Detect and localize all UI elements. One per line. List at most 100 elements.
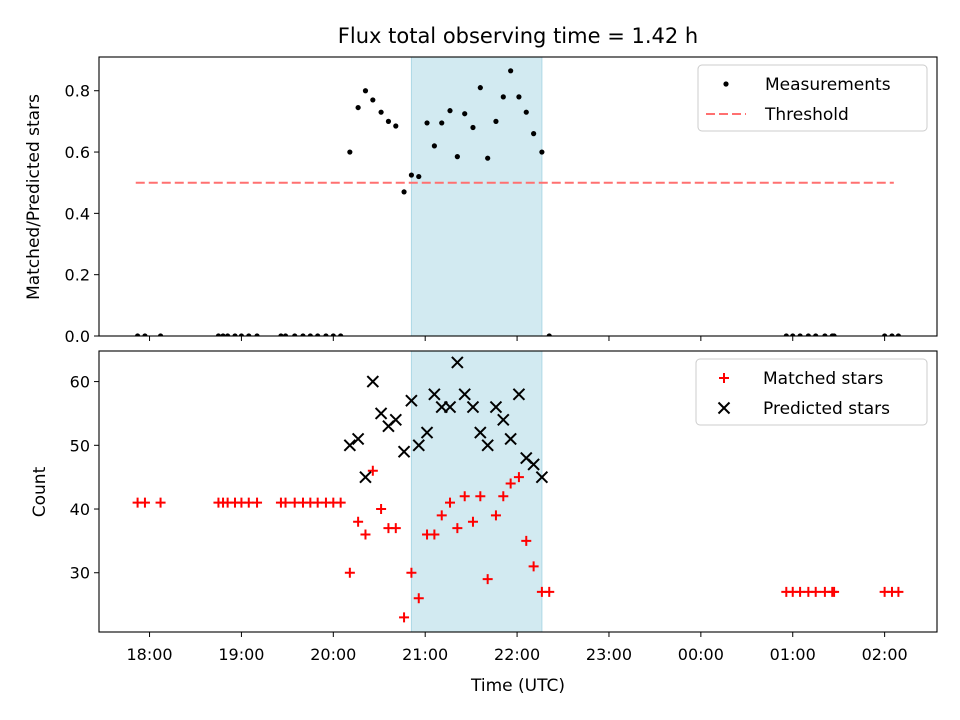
x-tick-label: 20:00 [310, 645, 356, 664]
matched-star-point [513, 472, 524, 483]
matched-star-point [498, 491, 509, 502]
matched-star-point [429, 529, 440, 540]
chart-title: Flux total observing time = 1.42 h [338, 24, 698, 48]
measurement-point [523, 109, 529, 115]
x-axis-label: Time (UTC) [470, 676, 565, 696]
predicted-star-point [443, 400, 457, 414]
measurement-point [323, 333, 329, 336]
measurement-point [508, 68, 514, 74]
measurement-point [477, 85, 483, 91]
legend-label: Predicted stars [763, 399, 890, 419]
y-tick-label: 0.0 [65, 327, 90, 346]
matched-star-point [155, 497, 166, 508]
measurement-point [220, 333, 226, 336]
measurement-point [470, 124, 476, 131]
measurement-point [783, 333, 789, 336]
matched-star-point [406, 567, 417, 578]
measurement-point [790, 333, 796, 336]
measurement-point [500, 94, 506, 100]
measurement-point [401, 189, 407, 195]
measurement-point [385, 118, 392, 124]
y-tick-label: 30 [70, 564, 90, 583]
matched-star-point [482, 574, 493, 585]
shaded-span [410, 350, 543, 633]
predicted-star-point [343, 439, 357, 452]
x-tick-label: 00:00 [678, 645, 724, 664]
matched-star-point [810, 586, 821, 597]
predicted-star-point [497, 413, 510, 427]
predicted-star-point [366, 375, 380, 388]
legend: Matched stars Predicted stars [695, 358, 928, 426]
x-tick-label: 18:00 [126, 645, 172, 664]
matched-star-point [436, 510, 447, 521]
matched-star-point [521, 535, 532, 546]
y-tick-label: 40 [70, 500, 90, 519]
predicted-star-point [535, 470, 549, 484]
axes-frame [98, 56, 938, 337]
measurement-point [539, 149, 545, 155]
measurement-point [134, 333, 141, 336]
measurement-point [232, 333, 238, 336]
x-tick-label: 02:00 [862, 645, 908, 664]
x-tick-label: 22:00 [494, 645, 540, 664]
measurement-point [895, 333, 902, 336]
matched-star-point [344, 567, 355, 578]
predicted-star-point [389, 413, 402, 427]
predicted-star-point [481, 439, 494, 452]
x-tick-label: 23:00 [586, 645, 632, 664]
y-tick-label: 0.8 [65, 82, 90, 101]
predicted-star-point [351, 432, 365, 446]
matched-star-point [467, 516, 478, 527]
predicted-star-point [405, 394, 418, 407]
y-tick-label: 0.6 [65, 143, 90, 162]
measurement-point [246, 333, 252, 336]
axes-frame [98, 350, 938, 633]
measurement-point [462, 111, 468, 117]
measurement-point [447, 108, 453, 114]
measurement-point [805, 333, 811, 336]
predicted-star-point [512, 388, 526, 401]
y-tick-label: 0.2 [65, 266, 90, 285]
legend-label: Threshold [764, 105, 849, 125]
predicted-star-point [412, 439, 425, 452]
measurement-point [215, 333, 222, 336]
measurement-point [813, 333, 819, 336]
measurement-point [531, 131, 537, 137]
measurement-point [282, 333, 289, 336]
measurement-point [142, 333, 148, 336]
predicted-star-point [474, 426, 487, 439]
y-tick-label: 50 [70, 436, 90, 455]
x-tick-label: 01:00 [770, 645, 816, 664]
legend-predicted-swatch [717, 401, 731, 415]
measurement-point [254, 333, 260, 336]
legend-measurement-swatch [723, 81, 729, 87]
y-axis-label-top: Matched/Predicted stars [24, 94, 44, 300]
predicted-star-point [489, 400, 503, 414]
measurement-point [431, 143, 437, 149]
measurement-point [546, 333, 552, 336]
matched-star-point [528, 561, 539, 572]
measurement-point [889, 333, 895, 336]
y-tick-label: 0.4 [65, 204, 90, 223]
matched-star-point [413, 593, 424, 604]
measurement-point [315, 333, 321, 336]
x-tick-label: 19:00 [218, 645, 264, 664]
measurement-point [424, 120, 430, 126]
measurement-point [338, 333, 344, 336]
legend: Measurements Threshold [697, 64, 928, 132]
matched-star-point [139, 497, 150, 508]
predicted-star-point [451, 356, 464, 369]
measurement-point [225, 333, 231, 336]
matched-star-point [367, 465, 378, 476]
matched-star-point [360, 529, 371, 540]
predicted-star-point [428, 388, 441, 401]
measurement-point [882, 333, 888, 336]
measurement-point [278, 333, 284, 336]
measurement-point [416, 173, 422, 180]
matched-star-point [544, 586, 555, 597]
measurement-point [330, 333, 336, 336]
matched-star-point [490, 510, 501, 521]
matched-star-point [376, 504, 387, 515]
measurement-point [370, 97, 376, 103]
